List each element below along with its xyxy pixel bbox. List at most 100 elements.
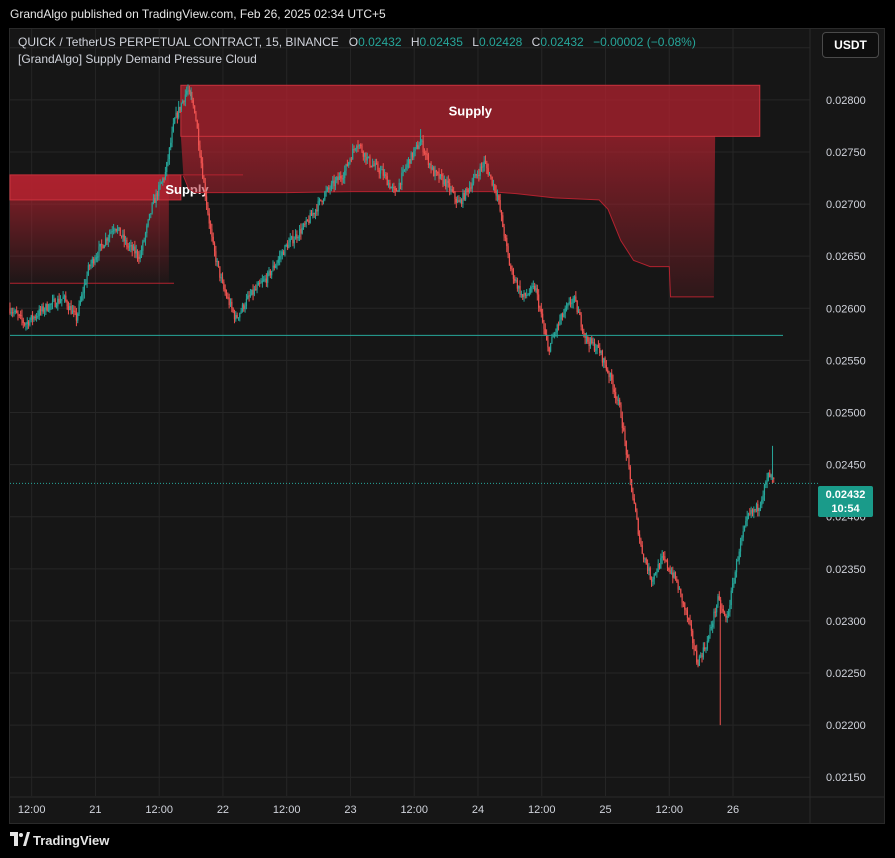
candle-body [488,174,491,176]
candle-body [526,295,528,297]
candle-body [140,250,143,255]
candle-body [557,324,560,326]
candle-body [559,319,561,325]
candle-body [484,160,487,164]
candle-body [57,298,59,307]
indicator-legend[interactable]: [GrandAlgo] Supply Demand Pressure Cloud [18,52,257,66]
candle-body [304,223,306,225]
candle-body [722,608,724,612]
y-tick-label: 0.02200 [826,720,866,732]
candle-body [597,344,600,348]
x-tick-label: 24 [472,804,484,816]
candle-body [208,213,210,224]
candle-body [136,250,139,257]
candle-body [476,174,479,176]
currency-button[interactable]: USDT [822,32,879,58]
x-tick-label: 12:00 [273,804,301,816]
y-tick-label: 0.02500 [826,408,866,420]
candle-body [653,573,655,580]
candle-body [252,289,254,295]
candle-body [750,510,752,514]
y-tick-label: 0.02450 [826,460,866,472]
candle-body [731,583,734,591]
candle-body [635,503,637,512]
candle-body [411,152,414,158]
candle-body [167,159,169,163]
candle-body [433,167,435,177]
candle-body [665,560,667,562]
candle-body [604,358,606,365]
candle-body [765,481,767,485]
candle-body [14,310,16,312]
open-label: O [348,35,359,49]
y-tick-label: 0.02350 [826,564,866,576]
time-axis[interactable]: 12:00 21 12:00 22 12:00 23 12:00 24 12:00 25 12:00… [18,804,739,816]
candle-body [16,310,18,314]
candle-body [74,310,76,313]
candle-body [385,174,387,177]
candle-body [151,203,153,214]
candle-body [741,537,743,541]
candle-body [449,183,451,191]
tradingview-logo-icon[interactable] [10,832,30,846]
tradingview-brand[interactable]: TradingView [33,833,110,848]
candle-body [276,262,278,266]
price-axis[interactable]: 0.028500.028000.027500.027000.026500.026… [826,43,866,784]
candle-body [389,182,391,189]
candle-body [329,188,331,190]
supply-zone-right [180,84,761,137]
candle-body [29,320,31,326]
candle-body [356,146,358,149]
candle-body [225,292,228,298]
candle-body [684,602,686,610]
candle-body [249,294,252,297]
candle-body [90,263,92,267]
candle-body [700,655,702,657]
candle-body [421,140,423,142]
candle-body [437,172,439,174]
candle-body [629,466,631,480]
candle-body [599,347,601,354]
candle-body [403,169,406,171]
candle-body [678,588,681,590]
candle-body [255,289,257,291]
candle-body [499,200,501,211]
candle-body [717,596,719,606]
candle-body [547,340,549,348]
candle-body [105,238,107,246]
candle-body [638,534,641,540]
candle-body [692,630,694,644]
candle-body [91,258,93,264]
x-tick-label: 22 [217,804,229,816]
supply-label-right: Supply [449,103,493,118]
candle-body [279,256,281,260]
candle-body [248,295,250,297]
candle-body [693,643,695,650]
candle-body [135,250,137,254]
candle-body [757,504,759,511]
candle-body [281,251,283,256]
candle-body [130,245,132,247]
candle-body [22,319,24,324]
candle-body [461,199,463,205]
candle-body [625,441,627,455]
candle-body [686,610,689,618]
candle-body [435,170,437,173]
candle-body [507,246,509,256]
candle-body [729,605,731,613]
candle-body [328,187,330,190]
candle-body [504,236,507,238]
candle-body [324,192,326,200]
x-tick-label: 26 [727,804,739,816]
candle-body [152,198,155,204]
candle-body [46,303,48,311]
y-tick-label: 0.02750 [826,147,866,159]
candle-body [26,321,28,325]
candle-body [233,311,236,320]
candle-body [648,567,650,571]
candle-body [540,309,542,314]
candle-body [179,106,181,110]
candle-body [443,179,445,185]
